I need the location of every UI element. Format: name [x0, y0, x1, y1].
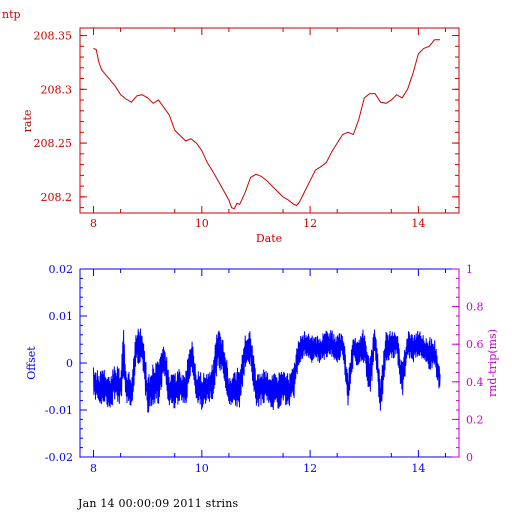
footer-timestamp: Jan 14 00:00:09 2011 strins: [78, 497, 239, 510]
rate-y-tick-label: 208.2: [41, 191, 73, 204]
roundtrip-y-tick-label: 0.2: [466, 413, 484, 426]
rate-y-tick-label: 208.35: [34, 30, 73, 43]
roundtrip-y-tick-label: 0.6: [466, 338, 484, 351]
offset-series-line: [93, 328, 441, 413]
page-title: ntp: [2, 8, 21, 21]
roundtrip-y-tick-label: 0.8: [466, 301, 484, 314]
offset-y-axis-label: Offset: [25, 346, 38, 380]
offset-y-tick-label: -0.01: [45, 404, 73, 417]
rate-y-tick-label: 208.3: [41, 83, 73, 96]
rate-y-tick-label: 208.25: [34, 137, 73, 150]
rate-plot-frame: [79, 27, 460, 214]
rate-y-axis-label: rate: [21, 110, 34, 133]
offset-y-tick-label: -0.02: [45, 451, 73, 464]
offset-x-tick-label: 12: [303, 462, 317, 475]
rate-x-tick-label: 12: [303, 217, 317, 230]
offset-chart: 8 10 12 14 -0.02 -0.01 0 0.01 0.02 0 0.2 0.4 0.6 0.…: [25, 263, 499, 475]
rate-series-line: [93, 39, 441, 210]
rate-x-tick-label: 10: [195, 217, 209, 230]
rate-x-tick-label: 14: [411, 217, 425, 230]
roundtrip-y-tick-label: 0.4: [466, 376, 484, 389]
roundtrip-y-tick-label: 1: [466, 263, 473, 276]
rate-x-axis-label: Date: [256, 232, 282, 245]
offset-x-tick-label: 8: [90, 462, 97, 475]
offset-y-tick-label: 0.01: [49, 310, 74, 323]
roundtrip-y-axis-label: rnd-trip(ms): [486, 329, 499, 397]
offset-y-tick-label: 0.02: [49, 263, 74, 276]
roundtrip-y-tick-label: 0: [466, 451, 473, 464]
rate-x-tick-label: 8: [90, 217, 97, 230]
offset-x-tick-label: 10: [195, 462, 209, 475]
offset-y-tick-label: 0: [66, 357, 73, 370]
offset-x-tick-label: 14: [411, 462, 425, 475]
